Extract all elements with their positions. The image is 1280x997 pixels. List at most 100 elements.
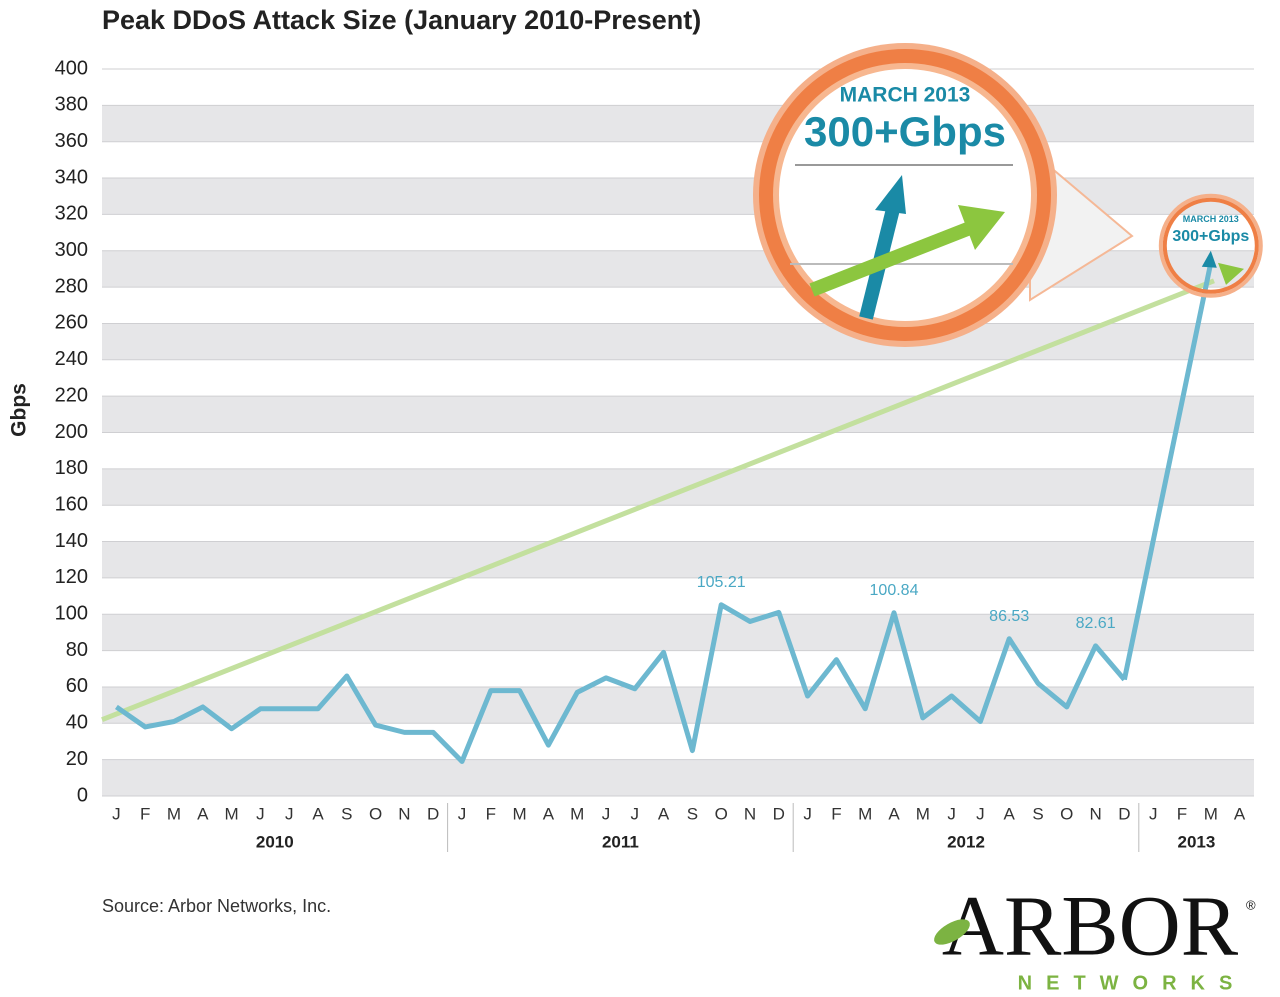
x-tick-label: M bbox=[225, 804, 239, 823]
x-tick-label: M bbox=[167, 804, 181, 823]
x-tick-label: M bbox=[916, 804, 930, 823]
x-tick-label: N bbox=[398, 804, 410, 823]
x-tick-label: O bbox=[715, 804, 728, 823]
value-label: 100.84 bbox=[870, 582, 919, 599]
logo-name: ARBOR bbox=[942, 878, 1239, 974]
y-tick-label: 40 bbox=[66, 712, 88, 734]
data-line bbox=[114, 602, 1127, 764]
grid-band bbox=[102, 541, 1254, 578]
x-tick-label: A bbox=[543, 804, 555, 823]
x-tick-label: F bbox=[1177, 804, 1187, 823]
x-tick-label: J bbox=[256, 804, 265, 823]
x-tick-label: S bbox=[1032, 804, 1043, 823]
x-tick-label: A bbox=[1234, 804, 1246, 823]
x-tick-label: F bbox=[486, 804, 496, 823]
logo-mark: ® bbox=[1246, 897, 1256, 912]
x-tick-label: D bbox=[773, 804, 785, 823]
surge-line bbox=[1121, 262, 1214, 681]
source-note: Source: Arbor Networks, Inc. bbox=[102, 896, 331, 916]
y-tick-label: 0 bbox=[77, 784, 88, 806]
year-label: 2010 bbox=[256, 832, 294, 851]
x-tick-label: A bbox=[1004, 804, 1016, 823]
callout-label: MARCH 2013 bbox=[840, 84, 971, 107]
plot-area: 0 20 40 60 80 100 120 140 160 180 200 220 240 260 280 3… bbox=[55, 57, 1254, 852]
x-tick-label: J bbox=[458, 804, 467, 823]
x-tick-label: N bbox=[1089, 804, 1101, 823]
y-tick-label: 320 bbox=[55, 203, 88, 225]
y-tick-label: 180 bbox=[55, 457, 88, 479]
x-tick-label: A bbox=[888, 804, 900, 823]
y-tick-label: 120 bbox=[55, 566, 88, 588]
value-label: 105.21 bbox=[697, 574, 746, 591]
year-label: 2012 bbox=[947, 832, 985, 851]
y-tick-label: 140 bbox=[55, 530, 88, 552]
x-tick-label: F bbox=[831, 804, 841, 823]
y-tick-label: 360 bbox=[55, 130, 88, 152]
callout-inner bbox=[779, 69, 1031, 321]
x-tick-label: J bbox=[947, 804, 956, 823]
y-tick-label: 400 bbox=[55, 57, 88, 79]
callout-trendhead bbox=[958, 205, 1005, 250]
x-tick-label: M bbox=[513, 804, 527, 823]
callout-trend bbox=[809, 221, 973, 297]
logo-sub: NETWORKS bbox=[1018, 972, 1247, 994]
x-tick-label: S bbox=[341, 804, 352, 823]
grid-band bbox=[102, 468, 1254, 506]
y-tick-label: 220 bbox=[55, 384, 88, 406]
x-tick-label: D bbox=[427, 804, 439, 823]
x-tick-label: J bbox=[631, 804, 640, 823]
y-tick-label: 280 bbox=[55, 275, 88, 297]
y-tick-label: 100 bbox=[55, 603, 88, 625]
year-label: 2013 bbox=[1177, 832, 1215, 851]
y-tick-label: 240 bbox=[55, 348, 88, 370]
grid-band bbox=[102, 396, 1254, 433]
surge-arrowhead bbox=[1201, 250, 1217, 268]
y-tick-label: 80 bbox=[66, 639, 88, 661]
x-tick-label: D bbox=[1118, 804, 1130, 823]
y-tick-label: 300 bbox=[55, 239, 88, 261]
x-tick-label: A bbox=[658, 804, 670, 823]
chart-title: Peak DDoS Attack Size (January 2010-Pres… bbox=[102, 5, 701, 35]
x-tick-label: J bbox=[285, 804, 294, 823]
x-tick-label: M bbox=[570, 804, 584, 823]
x-tick-label: O bbox=[1060, 804, 1073, 823]
mini-callout-value: 300+Gbps bbox=[1172, 228, 1249, 245]
y-tick-label: 200 bbox=[55, 421, 88, 443]
x-tick-label: J bbox=[1149, 804, 1158, 823]
x-tick-label: J bbox=[803, 804, 812, 823]
y-tick-label: 380 bbox=[55, 94, 88, 116]
grid-band bbox=[102, 759, 1254, 796]
callout-value: 300+Gbps bbox=[804, 108, 1006, 155]
x-tick-label: A bbox=[197, 804, 209, 823]
mini-callout-ring bbox=[1162, 197, 1259, 294]
y-tick-label: 340 bbox=[55, 166, 88, 188]
logo-leaf bbox=[934, 919, 970, 945]
x-tick-label: M bbox=[858, 804, 872, 823]
mini-callout-ring bbox=[1158, 193, 1263, 298]
x-tick-label: S bbox=[687, 804, 698, 823]
year-label: 2011 bbox=[602, 832, 639, 851]
x-tick-label: A bbox=[312, 804, 324, 823]
grid-band bbox=[102, 105, 1254, 142]
y-tick-label: 20 bbox=[66, 748, 88, 770]
y-axis-label: Gbps bbox=[8, 383, 31, 437]
y-tick-label: 60 bbox=[66, 675, 88, 697]
y-tick-label: 160 bbox=[55, 493, 88, 515]
callout-arrowhead bbox=[875, 175, 906, 214]
value-label: 86.53 bbox=[989, 608, 1029, 625]
x-tick-label: O bbox=[369, 804, 382, 823]
y-tick-label: 260 bbox=[55, 312, 88, 334]
x-tick-label: J bbox=[976, 804, 985, 823]
trend-line bbox=[101, 278, 1215, 722]
x-tick-label: J bbox=[112, 804, 121, 823]
logo: ARBOR ® NETWORKS bbox=[934, 878, 1256, 994]
mini-callout-label: MARCH 2013 bbox=[1183, 214, 1239, 224]
grid-band bbox=[102, 323, 1254, 360]
x-tick-label: J bbox=[602, 804, 611, 823]
value-label: 82.61 bbox=[1076, 615, 1116, 632]
x-tick-label: F bbox=[140, 804, 150, 823]
x-tick-label: N bbox=[744, 804, 756, 823]
trend-arrowhead bbox=[1218, 262, 1244, 285]
